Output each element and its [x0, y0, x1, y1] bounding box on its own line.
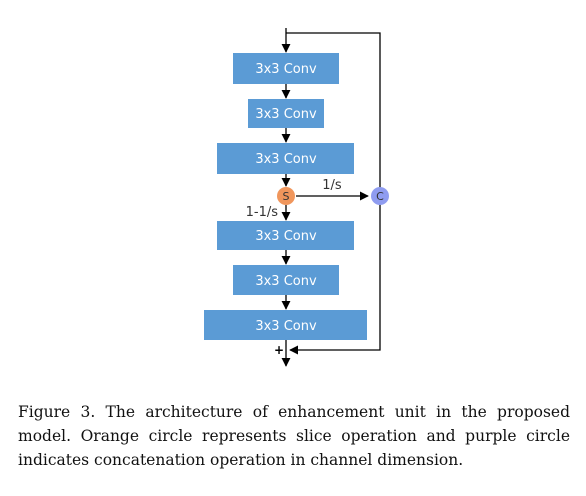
conv-block-1: 3x3 Conv [233, 53, 339, 84]
slice-node-letter: S [283, 190, 290, 203]
conv-block-label: 3x3 Conv [255, 319, 317, 334]
conv-block-label: 3x3 Conv [255, 229, 317, 244]
edge-label-to-next: 1-1/s [246, 205, 279, 220]
concat-node: C [371, 187, 389, 205]
conv-block-label: 3x3 Conv [255, 152, 317, 167]
conv-block-6: 3x3 Conv [204, 310, 367, 340]
conv-block-2: 3x3 Conv [248, 99, 324, 128]
conv-block-label: 3x3 Conv [255, 107, 317, 122]
conv-block-label: 3x3 Conv [255, 62, 317, 77]
slice-node: S [277, 187, 295, 205]
edge-label-to-concat: 1/s [322, 178, 342, 193]
figure-caption: Figure 3. The architecture of enhancemen… [18, 403, 570, 470]
conv-block-4: 3x3 Conv [217, 221, 354, 250]
conv-block-3: 3x3 Conv [217, 143, 354, 174]
add-symbol: + [274, 343, 284, 357]
enhancement-unit-diagram: 3x3 Conv 3x3 Conv 3x3 Conv 3x3 Conv 3x3 … [204, 28, 389, 367]
conv-block-label: 3x3 Conv [255, 274, 317, 289]
concat-node-letter: C [376, 190, 384, 203]
conv-block-5: 3x3 Conv [233, 265, 339, 295]
